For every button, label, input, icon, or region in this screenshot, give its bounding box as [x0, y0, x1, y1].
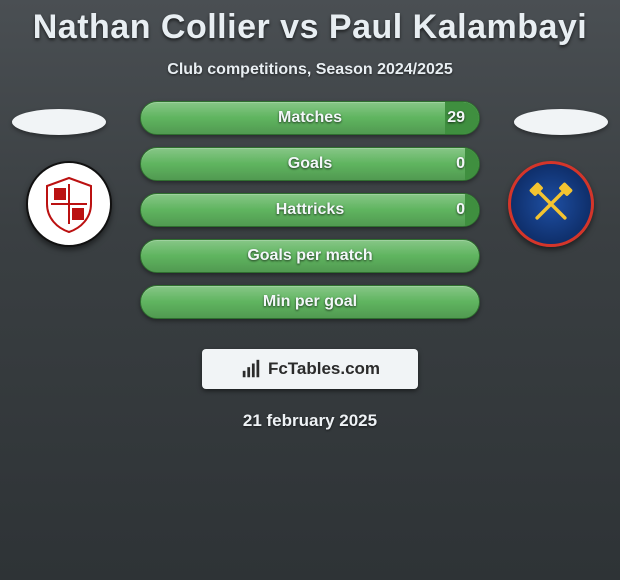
stat-bar-value-right: 0: [456, 194, 465, 226]
stat-bar-value-right: 0: [456, 148, 465, 180]
hammers-icon: [525, 178, 577, 230]
stat-bar: Hattricks0: [140, 193, 480, 227]
brand-text: FcTables.com: [268, 359, 380, 379]
stat-bars: Matches29Goals0Hattricks0Goals per match…: [140, 101, 480, 331]
stat-bar-label: Hattricks: [141, 194, 479, 226]
stat-bar: Goals per match: [140, 239, 480, 273]
chart-icon: [240, 358, 262, 380]
stat-bar-label: Min per goal: [141, 286, 479, 318]
stat-bar: Min per goal: [140, 285, 480, 319]
club-crest-left: [26, 161, 112, 247]
player-right-platform: [514, 109, 608, 135]
stat-bar: Goals0: [140, 147, 480, 181]
club-crest-right: [508, 161, 594, 247]
stat-bar-label: Matches: [141, 102, 479, 134]
date-label: 21 february 2025: [0, 411, 620, 431]
shield-icon: [39, 174, 99, 234]
subtitle: Club competitions, Season 2024/2025: [0, 61, 620, 79]
stat-bar-label: Goals per match: [141, 240, 479, 272]
comparison-arena: Matches29Goals0Hattricks0Goals per match…: [0, 101, 620, 331]
page-title: Nathan Collier vs Paul Kalambayi: [0, 0, 620, 47]
stat-bar: Matches29: [140, 101, 480, 135]
stat-bar-label: Goals: [141, 148, 479, 180]
brand-badge[interactable]: FcTables.com: [202, 349, 418, 389]
player-left-platform: [12, 109, 106, 135]
stat-bar-value-right: 29: [447, 102, 465, 134]
